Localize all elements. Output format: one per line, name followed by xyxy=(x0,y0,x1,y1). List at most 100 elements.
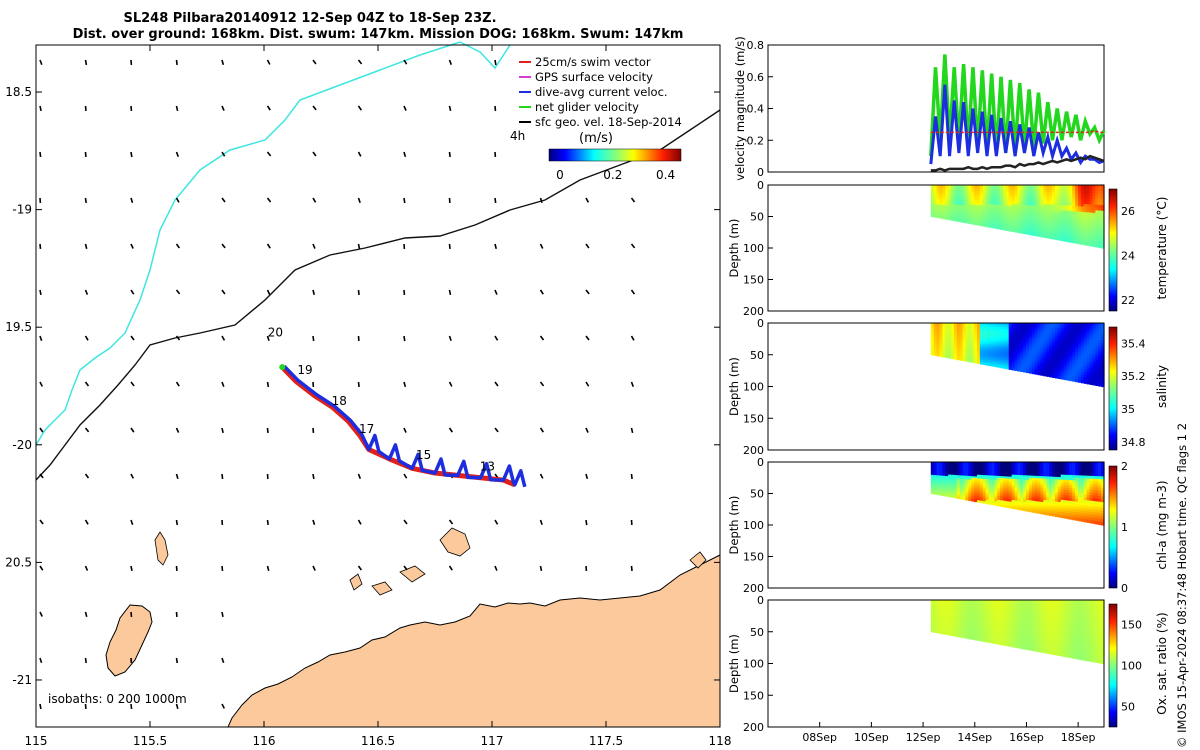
heatmap-cell xyxy=(1011,331,1016,335)
heatmap-cell xyxy=(930,482,935,485)
heatmap-cell xyxy=(1000,357,1004,361)
heatmap-cell xyxy=(1089,331,1094,335)
heatmap-cell xyxy=(988,323,993,326)
heatmap-cell xyxy=(1020,505,1024,509)
heatmap-cell xyxy=(1017,366,1021,370)
heatmap-cell xyxy=(1000,197,1004,200)
heatmap-cell xyxy=(1069,462,1073,466)
heatmap-cell xyxy=(979,467,984,470)
heatmap-cell xyxy=(959,620,964,623)
heatmap-cell xyxy=(1031,219,1036,223)
heatmap-cell xyxy=(948,345,952,348)
heatmap-cell xyxy=(1046,510,1050,514)
heatmap-cell xyxy=(1057,466,1062,471)
heatmap-cell xyxy=(962,490,967,494)
heatmap-cell xyxy=(1054,340,1059,344)
heatmap-cell xyxy=(1014,329,1019,333)
heatmap-cell xyxy=(994,214,998,218)
heatmap-cell xyxy=(1028,368,1033,372)
heatmap-cell xyxy=(982,213,987,216)
heatmap-cell xyxy=(1095,342,1099,347)
heatmap-cell xyxy=(1078,331,1082,335)
heatmap-cell xyxy=(939,185,943,188)
heatmap-cell xyxy=(1028,484,1033,488)
heatmap-cell xyxy=(1098,354,1102,358)
heatmap-cell xyxy=(1095,512,1099,517)
heatmap-cell xyxy=(994,352,998,356)
heatmap-cell xyxy=(997,602,1001,605)
heatmap-cell xyxy=(948,463,952,466)
heatmap-cell xyxy=(1092,365,1096,369)
heatmap-cell xyxy=(974,324,978,328)
heatmap-cell xyxy=(974,497,978,501)
depth-tick-label: 50 xyxy=(750,211,764,224)
heatmap-cell xyxy=(1092,487,1096,491)
heatmap-cell xyxy=(1069,364,1073,369)
heatmap-cell xyxy=(974,492,978,495)
heatmap-cell xyxy=(945,462,949,465)
heatmap-cell xyxy=(965,608,969,612)
heatmap-cell xyxy=(965,632,969,636)
heatmap-cell xyxy=(1031,226,1036,229)
heatmap-cell xyxy=(1020,228,1024,232)
heatmap-cell xyxy=(951,465,955,468)
heatmap-cell xyxy=(1086,193,1091,197)
heatmap-cell xyxy=(942,206,946,209)
heatmap-cell xyxy=(982,220,987,223)
heatmap-cell xyxy=(1017,604,1021,608)
heatmap-cell xyxy=(971,493,975,497)
heatmap-cell xyxy=(1000,225,1004,228)
heatmap-cell xyxy=(1034,360,1039,364)
heatmap-cell xyxy=(1008,505,1013,509)
heatmap-cell xyxy=(1089,486,1094,491)
heatmap-cell xyxy=(968,624,972,628)
heatmap-cell xyxy=(951,630,955,633)
heatmap-cell xyxy=(1031,482,1036,486)
heatmap-cell xyxy=(1098,496,1102,500)
heatmap-cell xyxy=(997,216,1001,220)
heatmap-cell xyxy=(1069,482,1073,486)
heatmap-cell xyxy=(1101,325,1105,330)
heatmap-cell xyxy=(1072,336,1076,340)
heatmap-cell xyxy=(1083,358,1088,362)
heatmap-cell xyxy=(1075,501,1079,505)
heatmap-cell xyxy=(988,225,993,228)
heatmap-cell xyxy=(1066,333,1070,337)
velocity-y-label: velocity magnitude (m/s) xyxy=(733,36,747,181)
heatmap-cell xyxy=(1011,327,1016,330)
heatmap-cell xyxy=(962,329,967,333)
heatmap-cell xyxy=(1078,483,1082,487)
heatmap-cell xyxy=(982,339,987,343)
heatmap-cell xyxy=(977,474,981,478)
heatmap-cell xyxy=(1014,327,1019,331)
heatmap-cell xyxy=(1075,328,1079,332)
heatmap-cell xyxy=(951,347,955,350)
heatmap-cell xyxy=(1063,228,1068,232)
heatmap-cell xyxy=(1028,482,1033,486)
heatmap-cell xyxy=(991,218,995,221)
heatmap-cell xyxy=(982,491,987,495)
heatmap-cell xyxy=(1008,222,1013,226)
heatmap-cell xyxy=(1083,328,1088,332)
heatmap-cell xyxy=(1026,200,1030,204)
heatmap-cell xyxy=(1060,227,1065,232)
heatmap-cell xyxy=(971,463,975,467)
heatmap-cell xyxy=(1008,187,1013,190)
heatmap-cell xyxy=(933,192,938,195)
heatmap-cell xyxy=(1020,611,1024,614)
heatmap-cell xyxy=(956,331,961,334)
heatmap-cell xyxy=(1101,245,1105,249)
heatmap-cell xyxy=(994,491,998,495)
heatmap-cell xyxy=(939,465,943,468)
heatmap-cell xyxy=(1020,215,1024,219)
heatmap-cell xyxy=(1060,509,1065,514)
heatmap-cell xyxy=(985,353,990,357)
heatmap-cell xyxy=(1031,194,1036,198)
heatmap-cell xyxy=(1075,190,1079,194)
heatmap-cell xyxy=(962,326,967,329)
heatmap-cell xyxy=(994,463,998,467)
heatmap-cell xyxy=(1054,499,1059,503)
heatmap-cell xyxy=(1040,229,1044,233)
